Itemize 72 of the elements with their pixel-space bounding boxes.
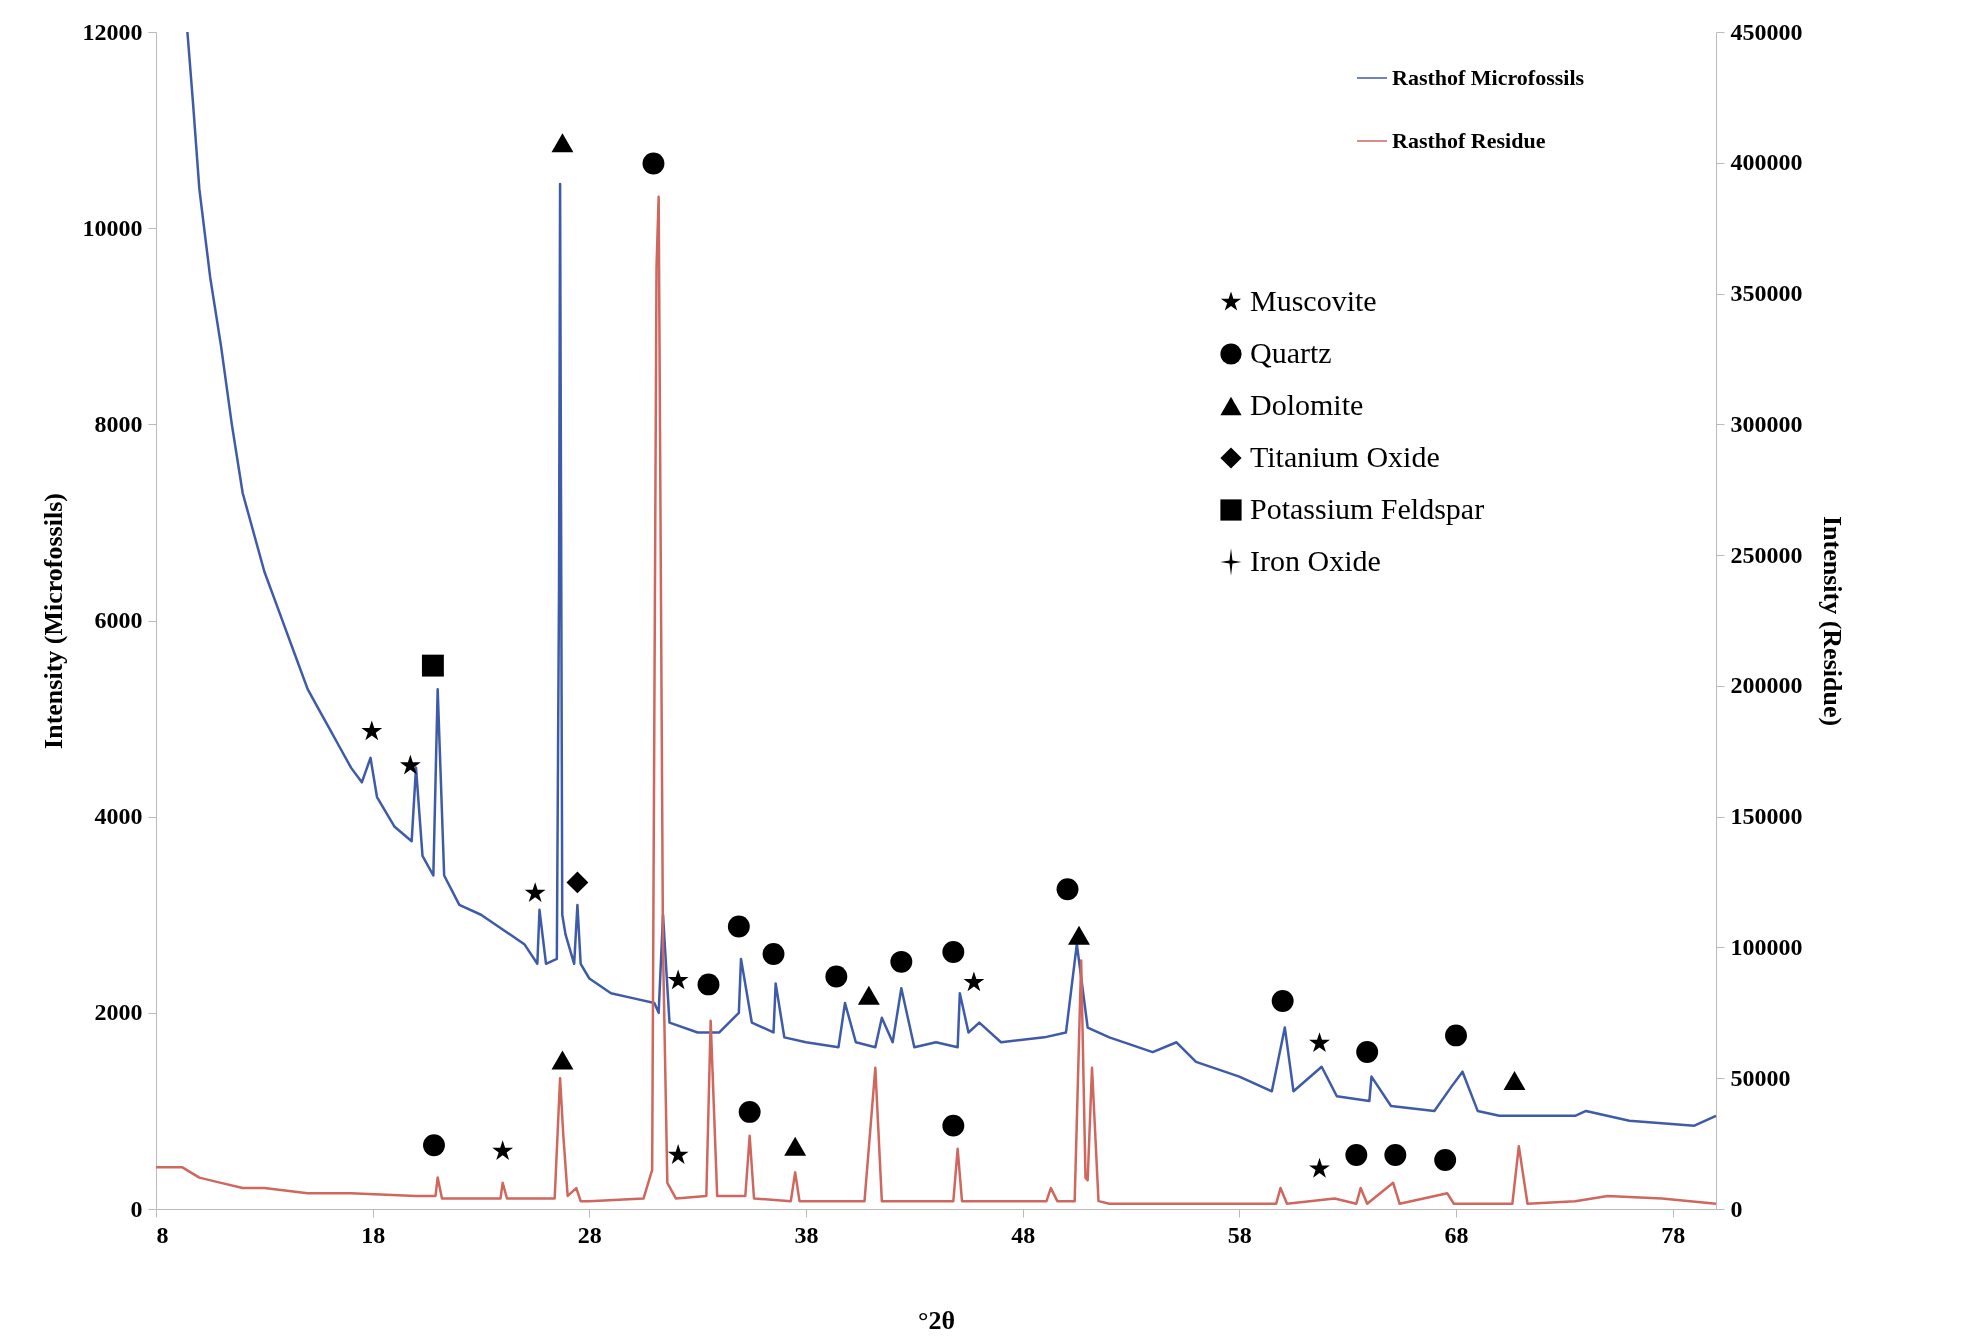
- y-tick-label: 2000: [94, 999, 143, 1026]
- y-tick-label: 8000: [94, 410, 143, 437]
- point: [1309, 1157, 1330, 1178]
- point: [1309, 1032, 1330, 1053]
- legend-label: Rasthof Microfossils: [1392, 65, 1585, 90]
- point: [423, 1134, 445, 1157]
- legend-label: Iron Oxide: [1250, 544, 1381, 577]
- point: [492, 1140, 514, 1160]
- point: [784, 1136, 807, 1156]
- y2-tick-label: 100000: [1730, 933, 1803, 960]
- point: [399, 754, 421, 775]
- y2-tick-label: 250000: [1730, 541, 1803, 568]
- x-tick-label: 68: [1444, 1221, 1469, 1248]
- line-series: [154, 195, 1718, 1206]
- point: [697, 973, 720, 996]
- point: [551, 133, 574, 153]
- point: [1445, 1024, 1467, 1047]
- y2-tick-label: 450000: [1730, 18, 1803, 45]
- point: [667, 969, 689, 990]
- point: [1345, 1144, 1368, 1166]
- point: [1384, 1144, 1407, 1166]
- y2-tick-label: 0: [1730, 1195, 1743, 1222]
- legend-label: Muscovite: [1250, 284, 1377, 317]
- point: [566, 871, 589, 894]
- legend-label: Rasthof Residue: [1392, 128, 1546, 153]
- y-tick-label: 12000: [82, 18, 143, 45]
- y2-tick-label: 50000: [1730, 1064, 1791, 1091]
- y-tick-label: 10000: [82, 214, 143, 241]
- point: [857, 985, 880, 1005]
- x-tick-label: 48: [1011, 1221, 1036, 1248]
- x-tick-label: 38: [794, 1221, 819, 1248]
- x-tick-label: 18: [361, 1221, 386, 1248]
- point: [1503, 1071, 1526, 1090]
- point: [1356, 1041, 1379, 1063]
- line-series: [186, 30, 1718, 1127]
- point: [1056, 878, 1079, 901]
- y-tick-label: 4000: [94, 803, 143, 830]
- point: [1068, 925, 1090, 945]
- x-tick-label: 58: [1227, 1221, 1252, 1248]
- legend-label: Quartz: [1250, 336, 1332, 369]
- point: [667, 1144, 689, 1164]
- point: [942, 1114, 965, 1137]
- point: [738, 1100, 761, 1123]
- point: [551, 1050, 574, 1070]
- y2-tick-label: 150000: [1730, 803, 1803, 830]
- x-tick-label: 78: [1661, 1221, 1686, 1248]
- y-tick-label: 6000: [94, 607, 143, 633]
- y2-tick-label: 200000: [1730, 672, 1803, 699]
- point: [762, 943, 785, 965]
- point: [1271, 990, 1294, 1012]
- point: [421, 654, 444, 677]
- legend-label: Dolomite: [1250, 388, 1364, 421]
- legend-label: Titanium Oxide: [1250, 440, 1440, 473]
- point: [890, 950, 913, 973]
- x-tick-label: 28: [577, 1221, 602, 1248]
- point: [727, 915, 750, 938]
- y2-tick-label: 350000: [1730, 280, 1803, 307]
- point: [1434, 1149, 1457, 1171]
- y-axis-title: Intensity (Microfossils): [38, 493, 68, 749]
- x-axis-title: °2θ: [918, 1305, 955, 1335]
- point: [825, 965, 848, 988]
- point: [942, 941, 965, 963]
- legend-label: Potassium Feldspar: [1250, 492, 1485, 525]
- y2-tick-label: 300000: [1730, 410, 1803, 437]
- y2-axis-title: Intensity (Residue): [1817, 515, 1847, 727]
- point: [361, 720, 383, 741]
- y-tick-label: 0: [130, 1195, 143, 1222]
- y2-tick-label: 400000: [1730, 149, 1803, 176]
- x-tick-label: 8: [156, 1221, 169, 1248]
- point: [642, 152, 665, 175]
- point: [963, 971, 985, 992]
- point: [524, 882, 546, 903]
